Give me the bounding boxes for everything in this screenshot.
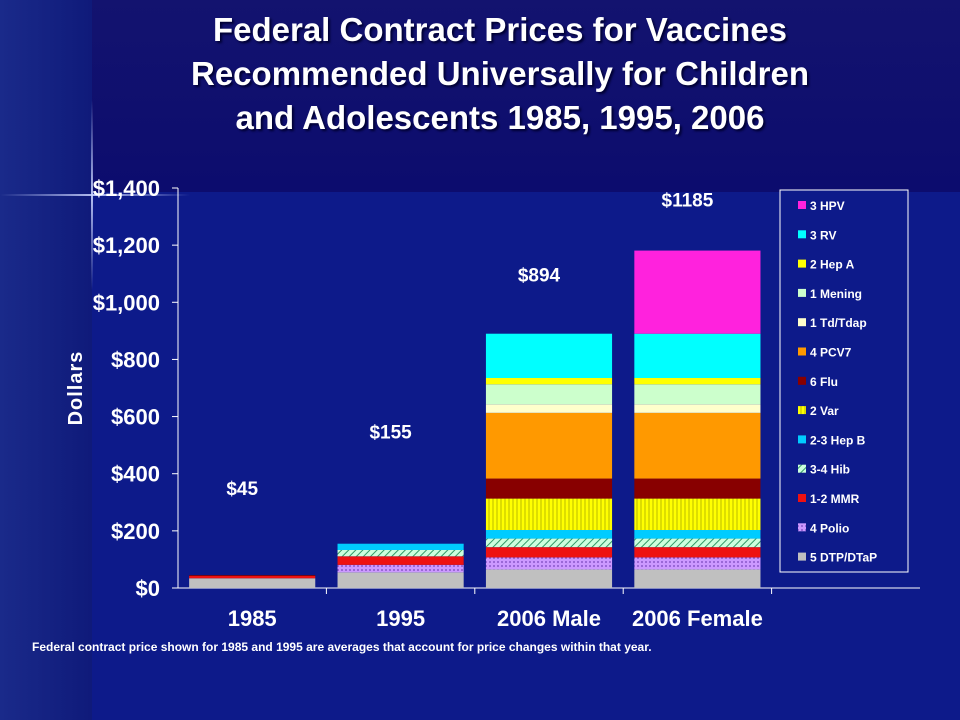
legend-swatch: [798, 406, 806, 415]
bar-segment: [189, 575, 316, 576]
bar-segment: [634, 530, 761, 539]
y-tick-label: $200: [111, 519, 160, 544]
legend-label: 1 Mening: [810, 287, 862, 301]
x-tick-label: 1985: [228, 606, 277, 631]
bar-segment: [485, 333, 613, 378]
bar-total-label: $1185: [662, 191, 714, 212]
bar-segment: [485, 547, 613, 558]
x-tick-label: 2006 Male: [497, 606, 601, 631]
legend-swatch: [798, 230, 806, 239]
background-title-band: [92, 0, 960, 192]
y-tick-label: $800: [111, 347, 160, 372]
bar-segment: [634, 404, 761, 413]
bar-segment: [485, 384, 613, 405]
bar-segment: [634, 378, 761, 385]
bar-segment: [189, 578, 316, 588]
bar-segment: [634, 547, 761, 558]
bar-segment: [485, 557, 613, 570]
legend-swatch: [798, 464, 806, 473]
bar-segment: [337, 550, 464, 557]
bar-segment: [485, 498, 613, 530]
y-axis-label: Dollars: [65, 351, 87, 426]
bar-segment: [337, 572, 464, 588]
legend-swatch: [798, 494, 806, 502]
legend-swatch: [798, 288, 806, 297]
bar-segment: [634, 557, 761, 570]
bar-total-label: $894: [518, 266, 561, 287]
bar-segment: [634, 478, 761, 499]
x-tick-label: 2006 Female: [632, 606, 763, 631]
bar-segment: [634, 250, 761, 334]
y-tick-label: $1,000: [93, 290, 160, 315]
bar-total-label: $155: [369, 423, 412, 444]
legend-label: 3 RV: [810, 228, 836, 242]
legend-swatch: [798, 318, 806, 327]
light-flare-vertical: [91, 100, 93, 290]
legend-swatch: [798, 552, 806, 561]
legend-label: 2 Hep A: [810, 258, 855, 272]
x-tick-label: 1995: [376, 606, 425, 631]
legend-swatch: [798, 347, 806, 356]
bar-segment: [337, 564, 464, 573]
bar-segment: [634, 384, 761, 405]
legend-label: 4 Polio: [810, 521, 849, 535]
bar-segment: [634, 569, 761, 588]
legend-label: 1 Td/Tdap: [810, 316, 867, 330]
bar-segment: [485, 378, 613, 385]
bar-segment: [485, 538, 613, 548]
bar-segment: [634, 412, 761, 479]
bar-segment: [634, 538, 761, 548]
y-tick-label: $400: [111, 462, 160, 487]
bar-segment: [485, 478, 613, 499]
bar-segment: [337, 543, 464, 550]
legend-label: 5 DTP/DTaP: [810, 551, 877, 565]
bar-segment: [634, 333, 761, 378]
bar-segment: [485, 530, 613, 539]
light-flare-horizontal: [0, 194, 190, 196]
legend-swatch: [798, 435, 806, 444]
legend-swatch: [798, 523, 806, 532]
legend-label: 3-4 Hib: [810, 463, 850, 477]
y-tick-label: $1,400: [93, 176, 160, 201]
bar-segment: [485, 404, 613, 413]
legend-swatch: [798, 259, 806, 268]
bar-segment: [634, 498, 761, 530]
bar-segment: [189, 576, 316, 579]
background-left-panel: [0, 0, 92, 720]
legend-label: 2-3 Hep B: [810, 433, 866, 447]
slide-title-line-2: Recommended Universally for Children: [191, 55, 809, 92]
bar-total-label: $45: [226, 479, 258, 500]
bar-segment: [337, 556, 464, 565]
bar-segment: [485, 569, 613, 588]
y-tick-label: $600: [111, 405, 160, 430]
y-tick-label: $1,200: [93, 233, 160, 258]
legend-label: 3 HPV: [810, 199, 845, 213]
legend-label: 2 Var: [810, 404, 839, 418]
bar-segment: [485, 412, 613, 479]
footnote: Federal contract price shown for 1985 an…: [32, 640, 652, 654]
slide-title-line-3: and Adolescents 1985, 1995, 2006: [235, 99, 765, 136]
slide-title: Federal Contract Prices for Vaccines Rec…: [100, 8, 900, 140]
slide-title-line-1: Federal Contract Prices for Vaccines: [212, 11, 788, 48]
legend-swatch: [798, 376, 806, 385]
legend-swatch: [798, 201, 806, 209]
y-tick-label: $0: [136, 576, 160, 601]
legend-label: 6 Flu: [810, 375, 838, 389]
legend-label: 4 PCV7: [810, 346, 852, 360]
legend-label: 1-2 MMR: [810, 492, 860, 506]
